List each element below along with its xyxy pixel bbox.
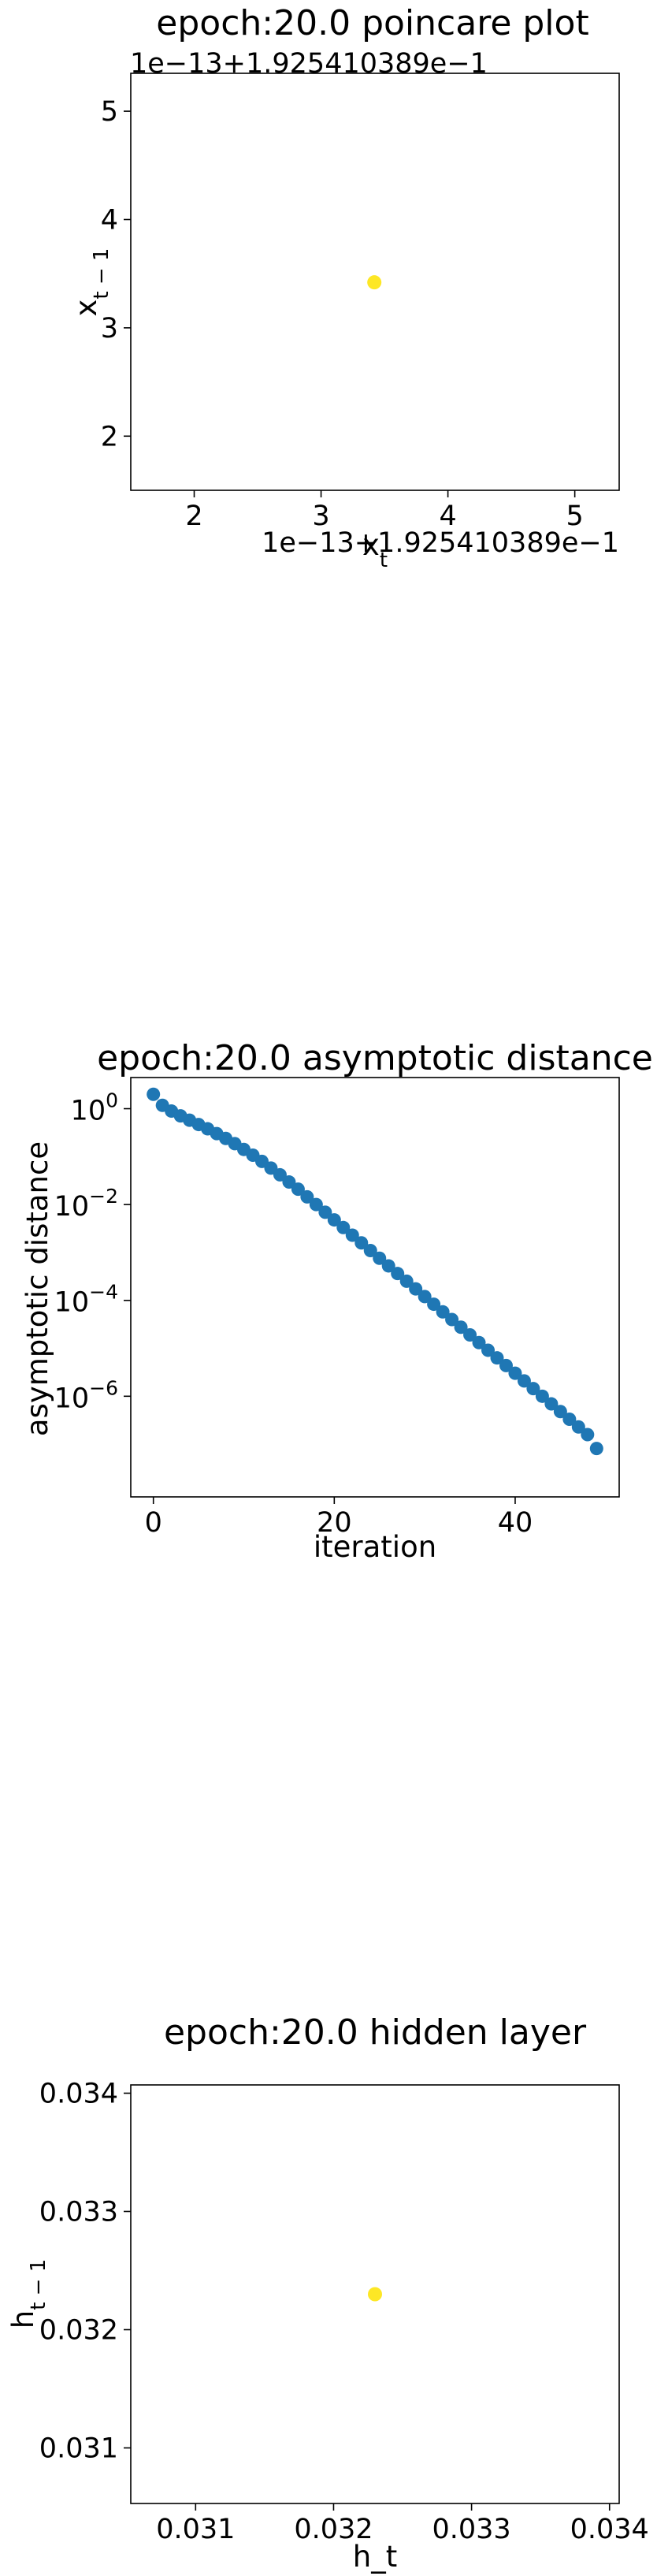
asymptotic-point	[309, 1197, 323, 1212]
asymptotic-y-tick-label: 10−4	[54, 1281, 118, 1319]
asymptotic-point	[300, 1189, 314, 1204]
asymptotic-point	[427, 1297, 441, 1312]
hidden-layer-x-label: h_t	[353, 2540, 397, 2574]
poincare-y-tick-label: 5	[101, 96, 118, 128]
asymptotic-point	[526, 1382, 540, 1396]
hidden-layer-plot-area	[130, 2084, 620, 2504]
asymptotic-point	[354, 1236, 369, 1250]
poincare-x-ticks: 2 3 4 5	[185, 490, 584, 532]
asymptotic-point	[418, 1290, 432, 1304]
asymptotic-title: epoch:20.0 asymptotic distance	[97, 1038, 653, 1078]
asymptotic-point	[291, 1182, 305, 1197]
poincare-title: epoch:20.0 poincare plot	[156, 3, 588, 43]
poincare-points	[367, 275, 382, 290]
asymptotic-point	[589, 1442, 603, 1456]
asymptotic-x-tick-label: 20	[317, 1507, 352, 1539]
hidden-layer-y-tick-label: 0.032	[39, 2315, 118, 2347]
poincare-plot: epoch:20.0 poincare plot 1e−13+1.9254103…	[69, 3, 620, 572]
asymptotic-point	[481, 1343, 496, 1357]
asymptotic-point	[571, 1420, 585, 1434]
asymptotic-point	[373, 1251, 387, 1265]
asymptotic-y-tick-label: 100	[71, 1089, 118, 1127]
hidden-layer-x-tick-label: 0.034	[570, 2514, 649, 2545]
asymptotic-x-label: iteration	[314, 1530, 436, 1564]
hidden-layer-point	[368, 2287, 382, 2302]
asymptotic-point	[553, 1405, 567, 1419]
asymptotic-point	[544, 1397, 559, 1411]
asymptotic-point	[409, 1282, 423, 1296]
poincare-y-tick-label: 4	[101, 204, 118, 236]
asymptotic-x-tick-label: 40	[498, 1507, 533, 1539]
asymptotic-point	[399, 1274, 414, 1288]
hidden-layer-y-label-sub: t − 1	[27, 2259, 50, 2310]
asymptotic-point	[391, 1267, 405, 1281]
asymptotic-point	[463, 1327, 477, 1342]
hidden-layer-x-tick-label: 0.033	[432, 2514, 510, 2545]
asymptotic-point	[336, 1220, 351, 1234]
asymptotic-point	[472, 1335, 486, 1349]
hidden-layer-plot: epoch:20.0 hidden layer 0.031 0.032 0.033 0…	[6, 2012, 649, 2574]
hidden-layer-y-tick-label: 0.034	[39, 2079, 118, 2110]
asymptotic-x-tick-label: 0	[145, 1507, 162, 1539]
asymptotic-point	[454, 1320, 468, 1335]
asymptotic-point	[381, 1259, 395, 1273]
asymptotic-y-label: asymptotic distance	[20, 1141, 54, 1436]
asymptotic-point	[581, 1428, 595, 1442]
hidden-layer-x-tick-label: 0.032	[294, 2514, 373, 2545]
asymptotic-point	[490, 1351, 504, 1365]
asymptotic-x-ticks: 0 20 40	[145, 1497, 533, 1539]
asymptotic-point	[535, 1389, 549, 1403]
hidden-layer-x-tick-label: 0.031	[156, 2514, 235, 2545]
poincare-x-tick-label: 3	[312, 501, 329, 532]
asymptotic-point	[499, 1358, 513, 1372]
asymptotic-point	[273, 1167, 287, 1182]
asymptotic-point	[436, 1305, 450, 1319]
poincare-y-label-sub: t − 1	[90, 248, 113, 300]
hidden-layer-y-ticks: 0.031 0.032 0.033 0.034	[39, 2079, 131, 2465]
asymptotic-point	[445, 1312, 459, 1327]
asymptotic-plot-area	[130, 1077, 620, 1498]
hidden-layer-title: epoch:20.0 hidden layer	[164, 2012, 587, 2053]
asymptotic-point	[517, 1374, 531, 1388]
asymptotic-point	[318, 1205, 332, 1219]
hidden-layer-y-tick-label: 0.033	[39, 2197, 118, 2228]
asymptotic-point	[363, 1243, 377, 1257]
poincare-y-tick-label: 3	[101, 313, 118, 344]
asymptotic-y-ticks: 100 10−2 10−4 10−6	[54, 1089, 131, 1414]
asymptotic-point	[508, 1366, 522, 1380]
asymptotic-points	[147, 1087, 603, 1456]
poincare-x-tick-label: 5	[566, 501, 583, 532]
asymptotic-point	[327, 1213, 341, 1227]
poincare-x-offset-text: 1e−13+1.925410389e−1	[262, 527, 619, 559]
asymptotic-y-tick-label: 10−6	[54, 1376, 118, 1414]
asymptotic-distance-plot: epoch:20.0 asymptotic distance 0 20 40 100…	[20, 1038, 653, 1564]
poincare-y-tick-label: 2	[101, 421, 118, 452]
poincare-x-tick-label: 2	[185, 501, 202, 532]
hidden-layer-points	[368, 2287, 382, 2302]
poincare-plot-area	[130, 73, 620, 491]
poincare-y-label: xt − 1	[69, 248, 113, 317]
poincare-y-offset-text: 1e−13+1.925410389e−1	[130, 48, 488, 80]
poincare-x-label-sub: t	[380, 549, 388, 572]
poincare-point	[367, 275, 382, 290]
asymptotic-point	[147, 1087, 161, 1101]
asymptotic-y-tick-label: 10−2	[54, 1185, 118, 1223]
poincare-x-tick-label: 4	[439, 501, 456, 532]
asymptotic-point	[282, 1175, 296, 1189]
asymptotic-point	[345, 1228, 359, 1242]
asymptotic-point	[562, 1413, 577, 1427]
hidden-layer-x-ticks: 0.031 0.032 0.033 0.034	[156, 2503, 649, 2545]
poincare-y-ticks: 2 3 4 5	[101, 96, 131, 452]
hidden-layer-y-tick-label: 0.031	[39, 2433, 118, 2465]
